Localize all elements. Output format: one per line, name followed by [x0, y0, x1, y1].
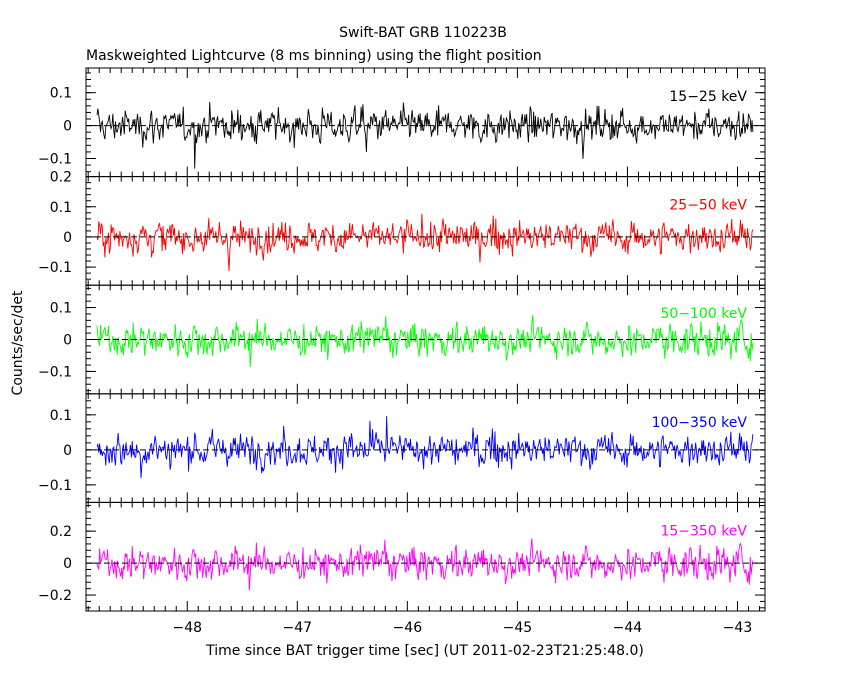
y-axis-label: Counts/sec/det: [10, 290, 26, 395]
y-tick-label: 0: [63, 443, 72, 459]
y-tick-label: 0: [63, 333, 72, 349]
chart-subtitle: Maskweighted Lightcurve (8 ms binning) u…: [86, 48, 542, 64]
y-tick-label: −0.1: [38, 152, 72, 168]
y-tick-label: 0: [63, 119, 72, 135]
y-tick-label: −0.1: [38, 260, 72, 276]
panels-group: −0.1 0 0.1 15−25 keV −0.1 0 0.1 0.2 25−50 keV −0.…: [38, 67, 766, 636]
x-tick-label: −43: [723, 620, 753, 636]
x-tick-label: −45: [503, 620, 533, 636]
y-tick-label: −0.1: [38, 364, 72, 380]
y-tick-label: 0: [63, 230, 72, 246]
y-tick-label: 0.2: [50, 524, 72, 540]
series-label: 15−350 keV: [660, 523, 747, 539]
chart-title: Swift-BAT GRB 110223B: [339, 25, 507, 41]
series-label: 100−350 keV: [652, 415, 748, 431]
y-tick-label: −0.1: [38, 478, 72, 494]
panel-frame-2: [85, 176, 766, 286]
y-tick-label: 0: [63, 556, 72, 572]
series-line-4: [96, 416, 754, 479]
series-line-3: [96, 314, 754, 367]
y-tick-label: 0.2: [50, 170, 72, 186]
x-tick-label: −46: [393, 620, 423, 636]
series-label: 25−50 keV: [669, 198, 747, 214]
series-label: 15−25 keV: [669, 89, 747, 105]
x-axis-label: Time since BAT trigger time [sec] (UT 20…: [205, 643, 644, 659]
x-tick-label: −48: [172, 620, 202, 636]
series-line-2: [96, 213, 754, 271]
x-tick-label: −44: [613, 620, 643, 636]
y-tick-label: −0.2: [38, 588, 72, 604]
series-line-1: [96, 102, 754, 169]
series-label: 50−100 keV: [660, 306, 747, 322]
y-tick-label: 0.1: [50, 200, 72, 216]
x-tick-label: −47: [283, 620, 313, 636]
y-tick-label: 0.1: [50, 301, 72, 317]
series-line-5: [96, 538, 754, 591]
y-tick-label: 0.1: [50, 408, 72, 424]
y-tick-label: 0.1: [50, 86, 72, 102]
